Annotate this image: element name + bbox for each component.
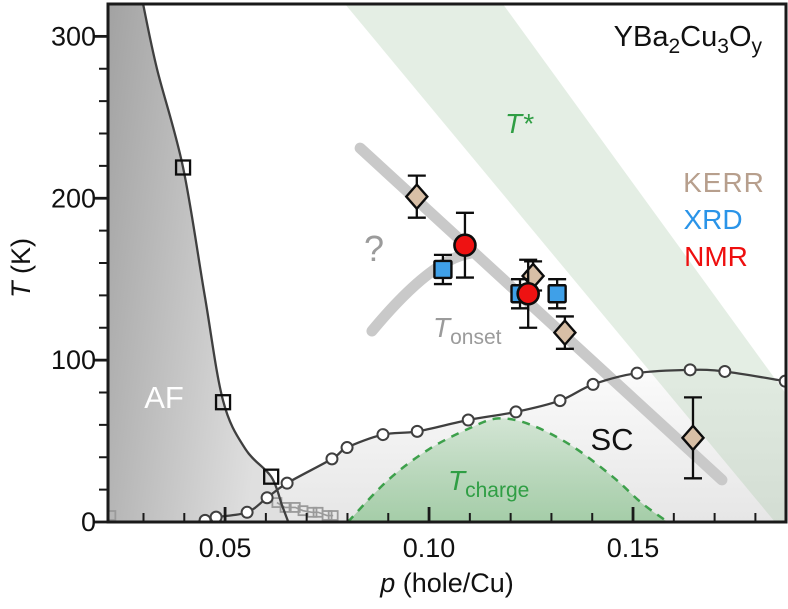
af-square-marker [263, 468, 280, 485]
gray-square-marker [289, 502, 301, 513]
sc-circle-marker [509, 405, 523, 419]
sc-circle-marker [630, 366, 644, 380]
boundary-curves [108, 4, 786, 522]
kerr-point [680, 424, 706, 452]
nmr-point [453, 233, 477, 257]
af-region-label: AF [144, 380, 184, 415]
t-charge-dashed-line [346, 417, 669, 522]
t-onset-branch [366, 247, 476, 337]
sc-circle-marker [240, 505, 254, 519]
x-tick-label: 0.05 [199, 533, 252, 563]
gray-square-marker [108, 510, 117, 521]
x-axis-label: p (hole/Cu) [379, 568, 514, 598]
legend-kerr: KERR [683, 167, 765, 198]
sc-circle-marker [198, 513, 212, 522]
kerr-point [404, 182, 429, 211]
sc-region-label: SC [590, 422, 633, 457]
sc-circle-marker [340, 441, 354, 455]
sc-circle-marker [280, 476, 294, 490]
gray-square-marker [306, 506, 318, 518]
question-mark-label: ? [364, 228, 384, 269]
x-tick-label: 0.10 [403, 533, 456, 563]
gray-square-marker [321, 510, 333, 521]
t-charge-label: Tcharge [448, 465, 529, 502]
t-star-label: T* [505, 108, 534, 139]
y-tick-label: 100 [51, 345, 96, 375]
sc-circle-marker [461, 413, 475, 427]
t-charge-fill [347, 418, 668, 522]
data-points [404, 174, 706, 480]
y-tick-label: 300 [51, 21, 96, 51]
axes-and-ticks: 0.05 0.10 0.15 0 100 200 300 [51, 2, 788, 563]
af-region-fill [108, 4, 289, 522]
af-square-marker [174, 159, 192, 176]
sc-circle-marker [209, 510, 223, 522]
x-tick-label: 0.15 [607, 533, 660, 563]
sc-circle-marker [683, 363, 697, 377]
af-square-marker [214, 394, 232, 411]
sc-circle-marker [260, 491, 274, 505]
sc-circle-marker [410, 424, 424, 438]
text-annotations: YBa2Cu3Oy T* KERR XRD NMR ? Tonset AF SC… [6, 21, 765, 598]
t-onset-label: Tonset [433, 312, 502, 349]
legend-xrd: XRD [683, 204, 742, 235]
sc-circle-marker [586, 377, 600, 391]
compound-title: YBa2Cu3Oy [614, 21, 763, 58]
nmr-point [516, 281, 540, 306]
sc-circle-marker [718, 364, 732, 378]
gray-square-marker [327, 510, 339, 521]
y-axis-label: T (K) [6, 238, 36, 298]
kerr-point [552, 318, 577, 347]
y-tick-label: 200 [51, 183, 96, 213]
xrd-point [433, 259, 453, 280]
sc-circle-marker [553, 394, 567, 408]
sc-circle-marker [325, 452, 339, 466]
af-boundary-curve [141, 4, 290, 522]
xrd-point [547, 284, 567, 304]
sc-circle-marker [376, 428, 390, 442]
t-star-band [345, 4, 786, 522]
y-tick-label: 0 [81, 507, 96, 537]
legend-nmr: NMR [684, 241, 748, 272]
